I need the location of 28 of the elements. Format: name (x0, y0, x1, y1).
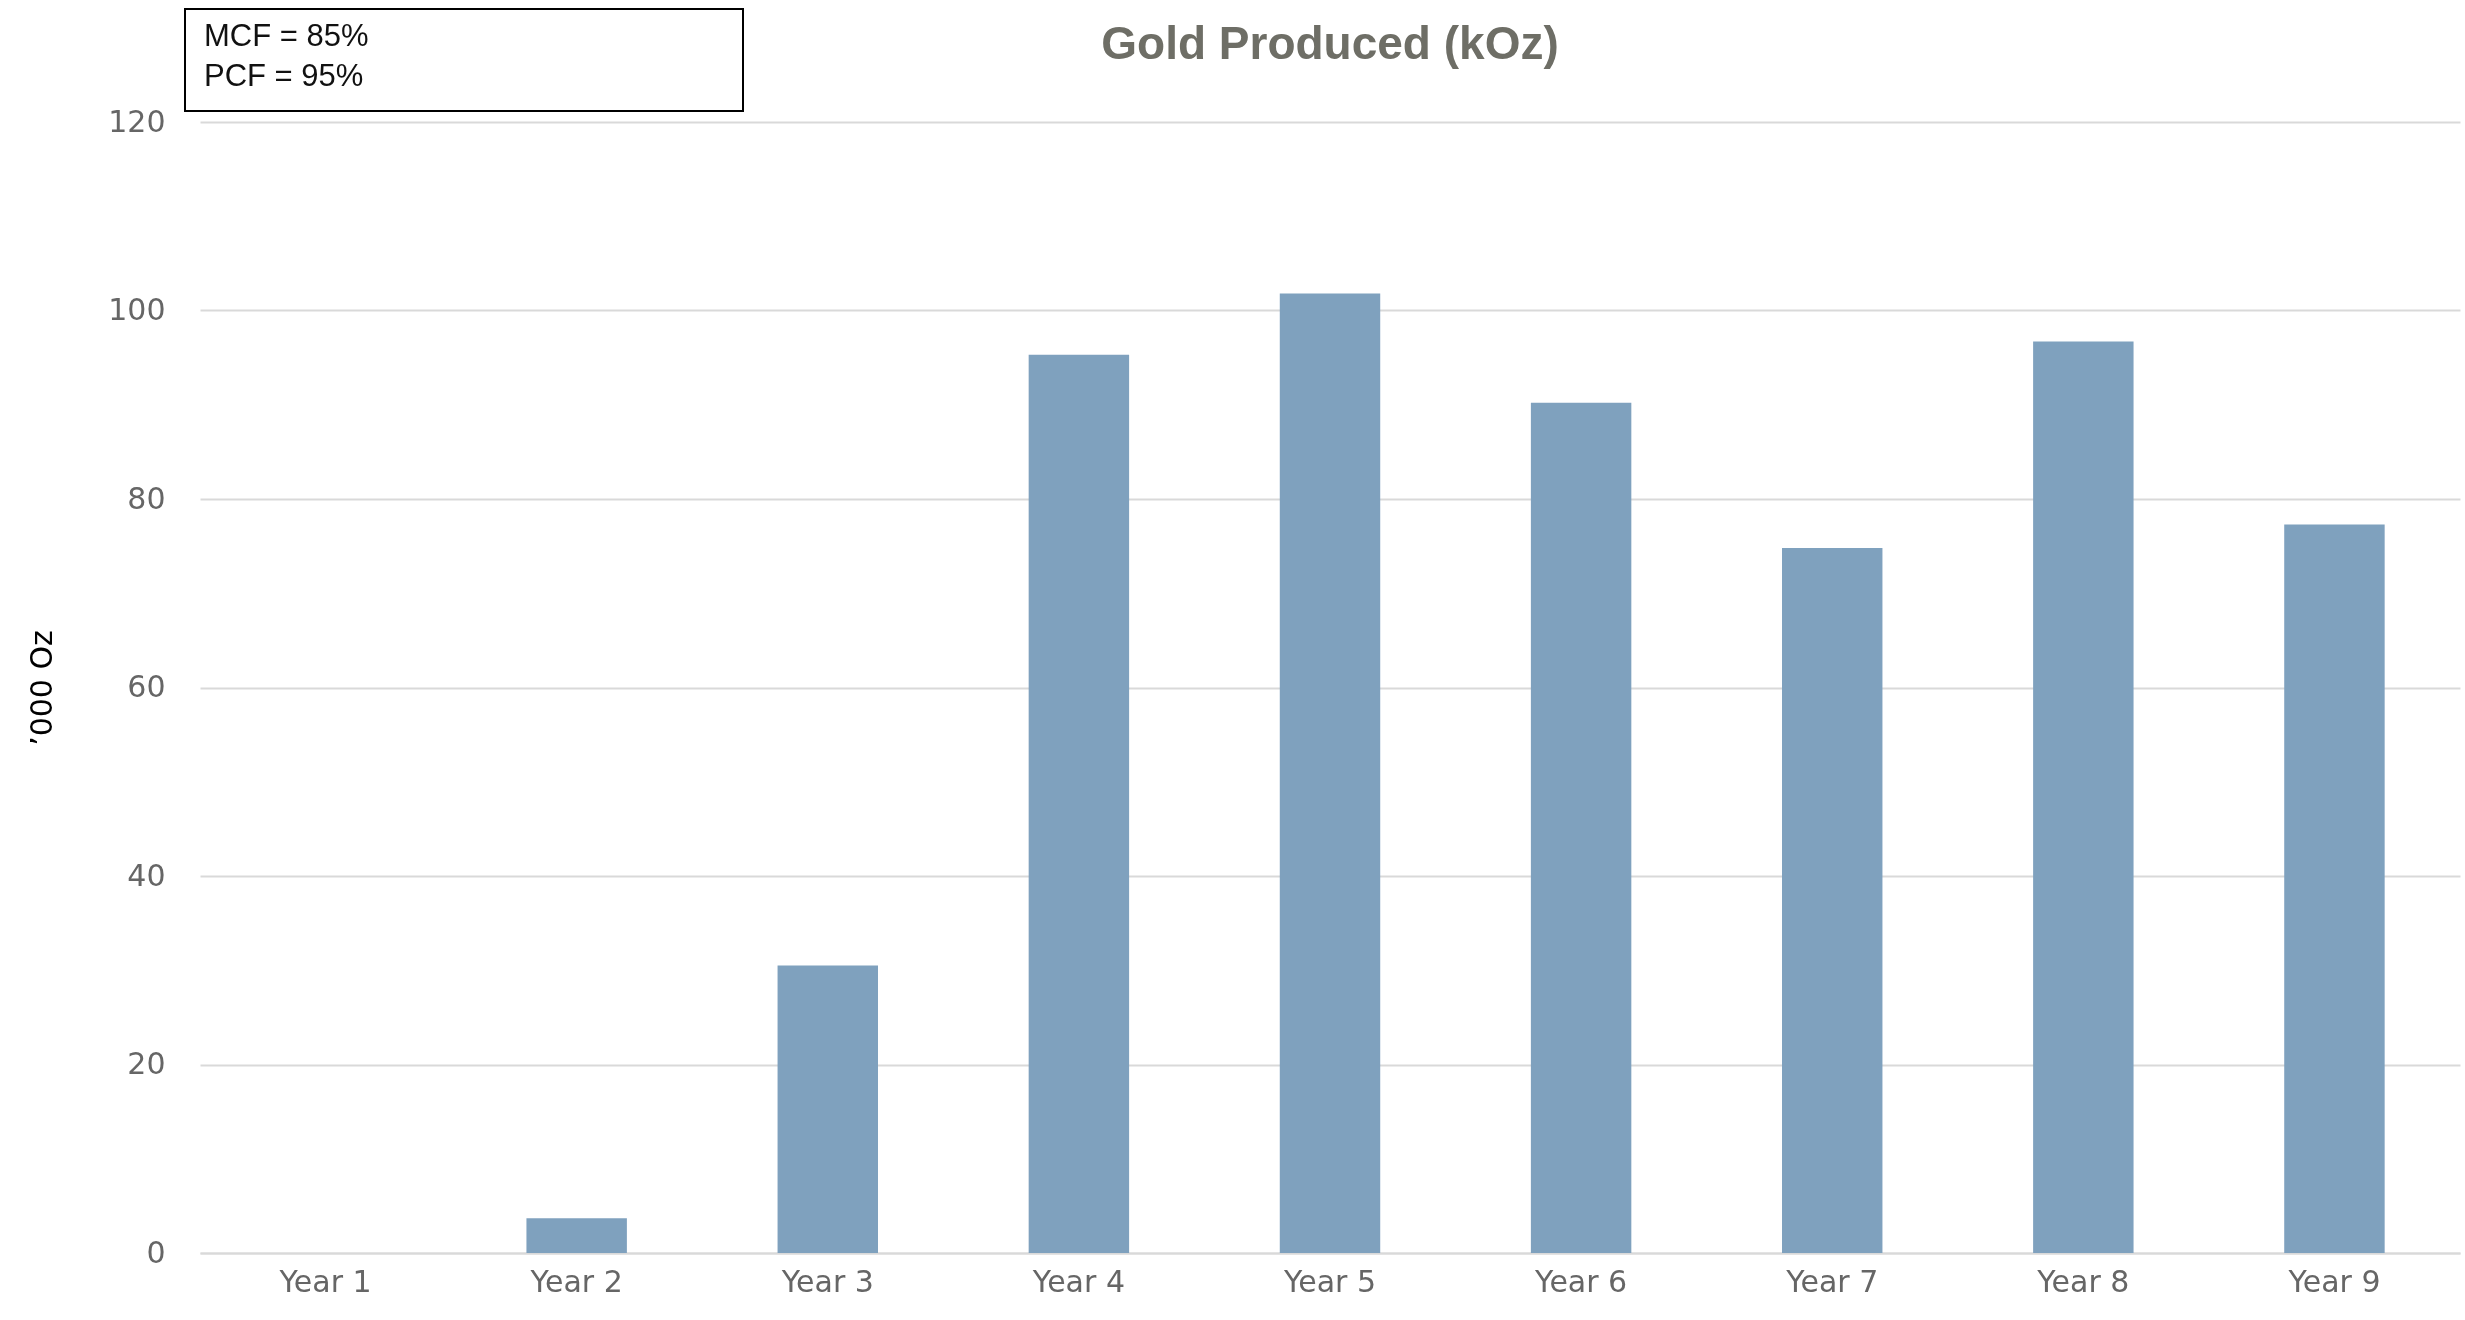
bar (1530, 402, 1632, 1253)
x-tick-label: Year 1 (278, 1263, 372, 1299)
y-tick-label: 60 (127, 669, 166, 704)
bar (2284, 524, 2385, 1253)
bar (526, 1218, 627, 1253)
bar (2033, 341, 2134, 1253)
x-tick-label: Year 5 (1282, 1263, 1377, 1299)
y-tick-label: 20 (127, 1046, 166, 1081)
x-tick-label: Year 6 (1534, 1263, 1628, 1299)
text: PCF = 95% (204, 57, 365, 95)
y-tick-label: 120 (108, 103, 166, 139)
x-tick-label: Year 2 (529, 1263, 623, 1299)
x-tick-label: Year 9 (2287, 1263, 2381, 1299)
y-axis-title: ’000 Oz (24, 630, 60, 746)
chart-title: Gold Produced (kOz) (1101, 17, 1559, 69)
bar (1782, 548, 1883, 1253)
y-tick-label: 0 (146, 1234, 166, 1270)
bar (777, 965, 878, 1253)
x-tick-label: Year 4 (1031, 1263, 1125, 1299)
x-tick-label: Year 3 (780, 1263, 874, 1299)
text: MCF = 85% (204, 17, 370, 55)
x-tick-label: Year 8 (2036, 1263, 2130, 1299)
y-tick-label: 40 (127, 857, 166, 893)
bar (1279, 293, 1381, 1253)
x-tick-label: Year 7 (1785, 1263, 1879, 1299)
y-tick-label: 100 (108, 292, 166, 327)
y-tick-label: 80 (127, 480, 166, 516)
bar (1028, 354, 1130, 1253)
